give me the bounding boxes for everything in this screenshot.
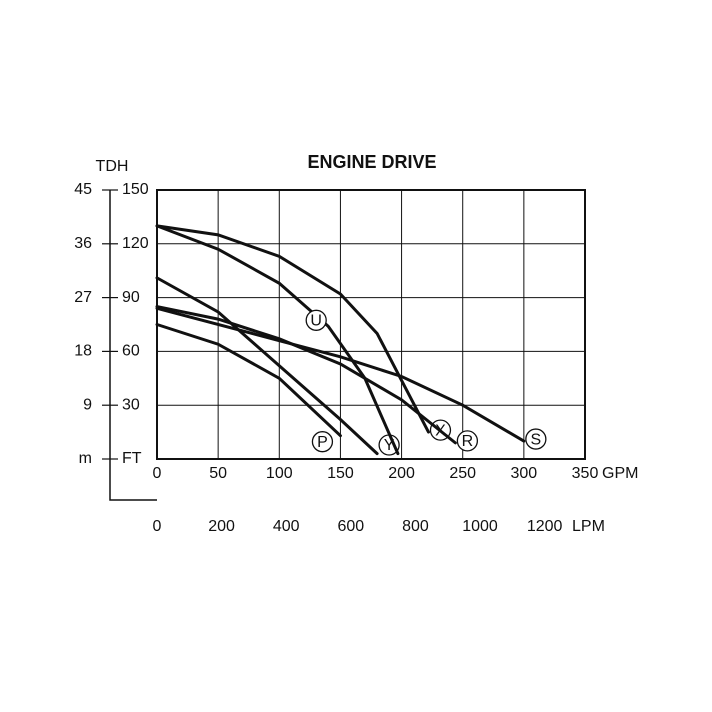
y2-tick-label: 9 (83, 396, 92, 413)
x-tick-label: 250 (449, 465, 476, 482)
curve-label: S (531, 431, 542, 448)
x2-tick-label: 400 (273, 518, 300, 535)
y-tick-label: 60 (122, 343, 140, 360)
x-tick-label: 0 (153, 465, 162, 482)
pump-curve (155, 306, 526, 443)
pump-curve (155, 224, 430, 434)
y-tick-label: 30 (122, 396, 140, 413)
x2-tick-label: 0 (153, 518, 162, 535)
x2-tick-label: 1000 (462, 518, 498, 535)
x-tick-label: 150 (327, 465, 354, 482)
curve-label-circle (305, 309, 327, 331)
chart-title: ENGINE DRIVE (307, 152, 436, 172)
x2-tick-label: 200 (208, 518, 235, 535)
pump-curve (155, 276, 379, 456)
y2-tick-label: 27 (74, 289, 92, 306)
curve-label-circle (456, 430, 479, 452)
y-tick-label: FT (122, 450, 142, 467)
curve-label-circle (311, 431, 334, 453)
pump-curve (155, 323, 342, 438)
y2-tick-label: m (79, 450, 92, 467)
curve-label-circle (525, 428, 547, 450)
y2-tick-label: 45 (74, 181, 92, 198)
y-tick-label: 90 (122, 289, 140, 306)
x-axis-label: GPM (602, 465, 638, 482)
curve-label: U (310, 313, 322, 330)
y2-tick-label: 18 (74, 343, 92, 360)
curve-label: R (462, 433, 474, 450)
y2-tick-label: 36 (74, 235, 92, 252)
x-tick-label: 200 (388, 465, 415, 482)
pump-curve (155, 305, 457, 445)
x-tick-label: 300 (511, 465, 538, 482)
x-tick-label: 100 (266, 465, 293, 482)
curve-label: Y (384, 437, 395, 454)
curve-label: P (317, 434, 328, 451)
pump-curve (155, 224, 400, 456)
x2-tick-label: 800 (402, 518, 429, 535)
y-tick-label: 120 (122, 235, 149, 252)
x2-tick-label: 1200 (527, 518, 563, 535)
meter-axis (109, 190, 157, 501)
y-axis-label: TDH (96, 158, 129, 175)
x-tick-label: 50 (209, 465, 227, 482)
x2-axis-label: LPM (572, 518, 605, 535)
x-tick-label: 350 (572, 465, 599, 482)
x2-tick-label: 600 (337, 518, 364, 535)
y-tick-label: 150 (122, 181, 149, 198)
